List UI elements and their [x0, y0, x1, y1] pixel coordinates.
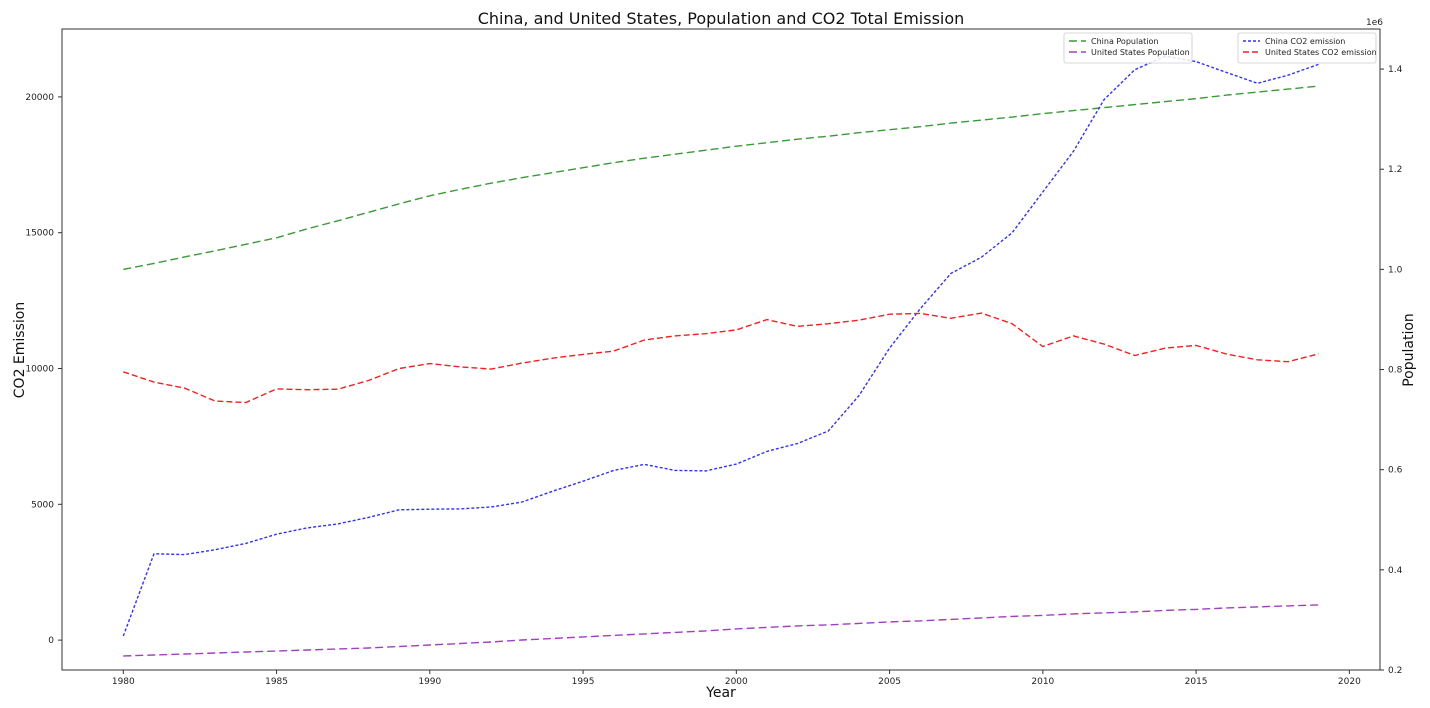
x-tick-label: 2010: [1031, 677, 1054, 687]
y-axis-right: 0.2 0.4 0.6 0.8 1.0 1.2 1.4: [1380, 65, 1403, 676]
x-tick-label: 2005: [878, 677, 901, 687]
legend-label: China Population: [1091, 37, 1158, 46]
x-tick-label: 1995: [572, 677, 595, 687]
y-left-tick-label: 15000: [25, 229, 54, 239]
series-line-china-population: [123, 85, 1319, 271]
x-tick-label: 2020: [1338, 677, 1361, 687]
plot-area-frame: [61, 28, 1381, 671]
y-left-tick-label: 10000: [25, 365, 54, 375]
y-right-tick-label: 1.2: [1388, 165, 1402, 175]
x-tick-label: 2015: [1185, 677, 1208, 687]
x-axis: 1980 1985 1990 1995 2000 2005 2010 2015 2020: [112, 670, 1361, 687]
legend-label: United States CO2 emission: [1265, 48, 1377, 57]
y-right-tick-label: 0.4: [1388, 566, 1403, 576]
legend-box: [1063, 32, 1193, 64]
x-tick-label: 1985: [265, 677, 288, 687]
y-axis-left: 0 5000 10000 15000 20000: [25, 93, 62, 646]
y-axis-right-title: Population: [1401, 313, 1417, 387]
x-axis-title: Year: [705, 685, 736, 701]
x-tick-label: 1990: [418, 677, 441, 687]
x-tick-label: 2000: [725, 677, 748, 687]
legend-box: [1237, 32, 1377, 64]
y-right-tick-label: 0.8: [1388, 366, 1403, 376]
series-layer: [122, 55, 1319, 657]
series-line-united-states-population: [123, 604, 1319, 657]
legends: China Population United States Population…: [1063, 32, 1377, 64]
y-right-tick-label: 0.6: [1388, 466, 1403, 476]
y-left-tick-label: 5000: [31, 500, 54, 510]
y-axis-right-multiplier: 1e6: [1366, 18, 1383, 28]
y-axis-left-title: CO2 Emission: [12, 302, 28, 398]
y-left-tick-label: 20000: [25, 93, 54, 103]
y-left-tick-label: 0: [48, 636, 54, 646]
series-line-china-co2-emission: [122, 55, 1319, 637]
legend-label: China CO2 emission: [1265, 37, 1345, 46]
legend-label: United States Population: [1091, 48, 1190, 57]
series-line-united-states-co2-emission: [123, 312, 1319, 404]
y-right-tick-label: 1.4: [1388, 65, 1403, 75]
chart-title: China, and United States, Population and…: [478, 9, 965, 28]
y-right-tick-label: 1.0: [1388, 265, 1403, 275]
y-right-tick-label: 0.2: [1388, 666, 1402, 676]
x-tick-label: 1980: [112, 677, 135, 687]
